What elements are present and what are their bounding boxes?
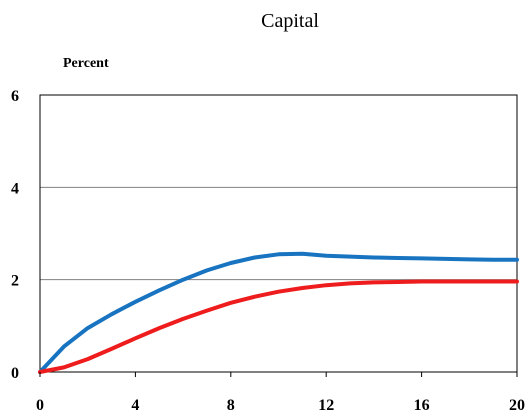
plot-area-frame [39,94,518,373]
y-axis-ticks: 0 2 4 6 [11,88,19,382]
x-tick-label-8: 8 [227,397,235,414]
x-tick-label-16: 16 [414,397,430,414]
y-tick-label-2: 2 [11,273,19,290]
x-tick-label-0: 0 [36,397,44,414]
x-axis-ticks: 0 4 8 12 16 20 [36,372,525,414]
y-axis-unit-label: Percent [63,56,109,71]
series-lines [38,251,519,374]
x-tick-label-20: 20 [509,397,525,414]
x-tick-label-12: 12 [318,397,334,414]
y-tick-label-4: 4 [11,180,19,197]
series-line-2 [38,279,519,374]
chart-title: Capital [261,10,319,32]
y-tick-label-0: 0 [11,365,19,382]
y-tick-label-6: 6 [11,88,19,105]
series-line-1 [38,251,519,374]
x-tick-label-4: 4 [131,397,139,414]
gridlines [40,186,517,281]
